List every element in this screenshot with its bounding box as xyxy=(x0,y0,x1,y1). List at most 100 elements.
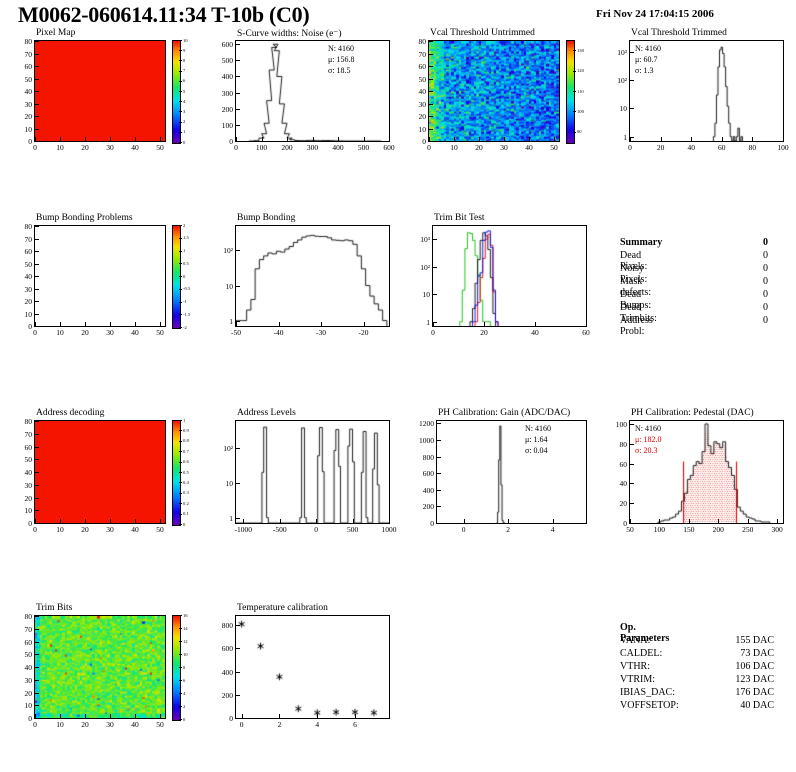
x-tick-label: 6 xyxy=(353,720,357,729)
summary-heading: Summary xyxy=(620,237,663,248)
x-tick xyxy=(160,714,161,718)
colorbar-label: 0 xyxy=(183,521,186,527)
y-tick xyxy=(437,456,441,458)
x-tick-label: 30 xyxy=(106,525,114,534)
summary-row-value: 0 xyxy=(763,250,768,261)
summary-heading-value: 0 xyxy=(763,237,768,248)
x-tick-label: 200 xyxy=(712,525,724,534)
chart-pixel-map: Pixel Map 0 10 20 30 40 50 0 10 20 30 40 50 60 70 80 0 1 2… xyxy=(8,28,198,158)
y-tick xyxy=(433,239,437,241)
y-tick xyxy=(35,128,39,130)
summary-row-value: 0 xyxy=(763,263,768,274)
colorbar-label: 6 xyxy=(183,677,186,683)
chart-trim-bits: Trim Bits 0 10 20 30 40 50 0 10 20 30 40 50 60 70 80 0 2 4… xyxy=(8,603,198,735)
y-tick xyxy=(429,128,433,130)
y-tick xyxy=(35,91,39,92)
y-tick xyxy=(429,41,433,42)
x-tick-label: -30 xyxy=(316,328,326,337)
stats-box: N: 4160 μ: 60.7 σ: 1.3 xyxy=(635,43,661,76)
chart-address-decoding: Address decoding 0 10 20 30 40 50 0 10 20 30 40 50 60… xyxy=(8,408,198,540)
x-tick xyxy=(484,322,485,326)
x-tick xyxy=(630,519,631,523)
x-tick-label: 30 xyxy=(500,143,508,152)
y-tick xyxy=(236,60,240,62)
y-tick-label: 40 xyxy=(24,663,33,672)
y-tick-label: 10² xyxy=(223,444,233,454)
y-tick xyxy=(236,108,240,110)
x-tick-label: 20 xyxy=(81,143,89,152)
y-tick xyxy=(35,705,39,707)
y-tick-label: 70 xyxy=(24,624,33,634)
y-tick-label: 1000 xyxy=(419,436,434,446)
summary-row-label: Dead Pixels: xyxy=(620,250,648,272)
summary-row-label: Dead Trimbits: xyxy=(620,302,657,324)
y-tick-label: 0 xyxy=(28,714,32,723)
y-tick-label: 400 xyxy=(221,667,233,677)
y-tick-label: 40 xyxy=(619,479,628,489)
x-tick-label: 50 xyxy=(156,328,164,337)
y-tick xyxy=(236,671,240,673)
y-tick xyxy=(236,448,240,450)
y-tick xyxy=(429,78,433,80)
y-tick xyxy=(236,482,240,484)
x-tick xyxy=(660,137,662,141)
y-tick xyxy=(35,226,39,227)
plot-area xyxy=(235,225,390,327)
plot-canvas xyxy=(429,41,559,141)
y-tick-label: 0 xyxy=(28,322,32,331)
colorbar-tick xyxy=(179,60,182,62)
summary-row-label: Noisy Pixels: xyxy=(620,263,648,285)
x-tick xyxy=(261,137,263,141)
y-tick-label: 10 xyxy=(225,478,234,488)
y-tick-label: 40 xyxy=(24,272,33,281)
x-tick-label: -20 xyxy=(358,328,369,337)
y-tick xyxy=(437,506,441,508)
x-tick-label: 40 xyxy=(531,328,539,337)
plot-area xyxy=(436,420,587,524)
x-tick xyxy=(278,322,280,326)
y-tick xyxy=(630,136,634,138)
x-tick xyxy=(243,519,245,523)
y-tick xyxy=(35,66,39,67)
y-tick xyxy=(630,52,634,54)
chart-title: Temperature calibration xyxy=(237,603,328,613)
colorbar-label: 120 xyxy=(577,68,584,74)
colorbar-label: 110 xyxy=(577,88,584,94)
colorbar-tick xyxy=(573,70,576,72)
x-tick-label: 0 xyxy=(33,328,37,337)
y-tick xyxy=(437,523,441,524)
y-tick xyxy=(433,266,437,268)
x-tick-label: 40 xyxy=(131,143,139,152)
x-tick-label: 200 xyxy=(281,143,293,152)
chart-title: Vcal Threshold Untrimmed xyxy=(430,28,535,38)
x-tick xyxy=(287,137,288,141)
colorbar-tick xyxy=(179,451,182,453)
y-tick-label: 20 xyxy=(24,297,33,306)
colorbar-tick xyxy=(179,142,182,143)
x-tick-label: 20 xyxy=(656,143,665,152)
colorbar-tick xyxy=(179,121,182,123)
plot-canvas xyxy=(236,41,389,141)
op-parameter-value: 73 DAC xyxy=(740,648,774,659)
y-tick-label: 10 xyxy=(418,124,427,134)
y-tick xyxy=(35,616,39,617)
y-tick-label: 60 xyxy=(24,62,33,71)
y-tick xyxy=(35,116,39,117)
x-tick xyxy=(279,519,281,523)
x-tick-label: 80 xyxy=(748,143,757,152)
y-tick xyxy=(630,483,634,485)
x-tick-label: 0 xyxy=(234,143,238,152)
colorbar-label: 6 xyxy=(183,78,186,84)
x-tick xyxy=(85,322,86,326)
colorbar-label: 16 xyxy=(183,612,188,618)
op-parameter-value: 176 DAC xyxy=(735,687,774,698)
x-tick-label: 0 xyxy=(33,525,37,534)
y-tick-label: 10 xyxy=(24,309,33,319)
y-tick-label: 0 xyxy=(422,137,426,146)
x-tick-label: 100 xyxy=(653,525,666,534)
y-tick xyxy=(35,421,39,422)
x-tick xyxy=(60,137,61,141)
x-tick-label: 30 xyxy=(106,328,114,337)
plot-canvas xyxy=(630,421,783,523)
x-tick xyxy=(777,519,779,523)
